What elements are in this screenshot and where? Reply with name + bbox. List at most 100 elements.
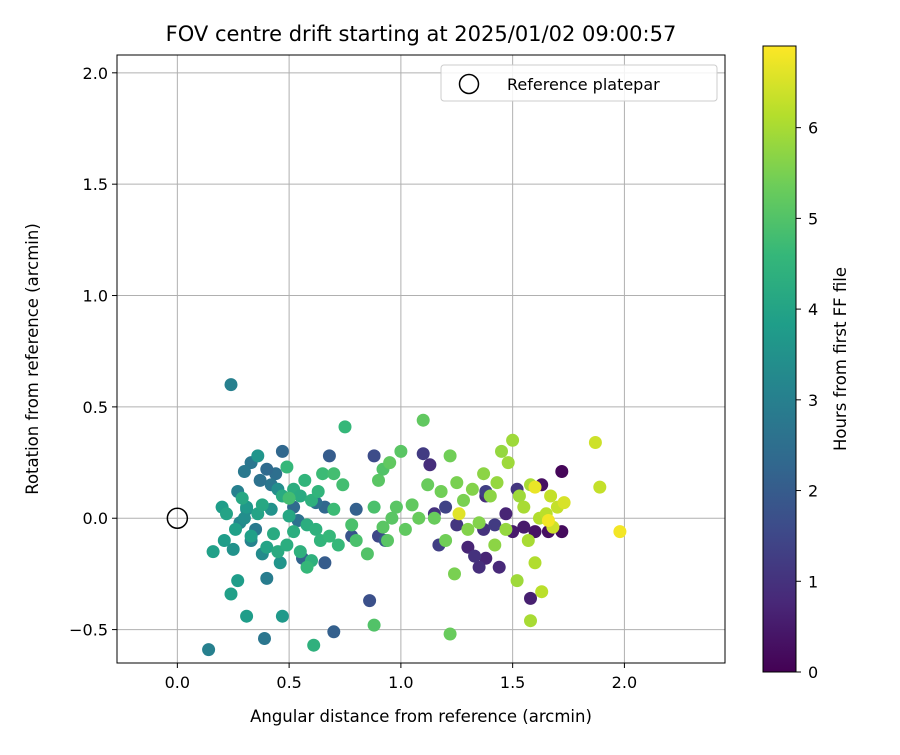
data-point (318, 556, 332, 570)
data-point (275, 444, 289, 458)
x-tick-label: 2.0 (612, 673, 637, 692)
data-point (528, 480, 542, 494)
data-point (280, 460, 294, 474)
x-tick-label: 1.5 (500, 673, 525, 692)
data-point (501, 456, 515, 470)
data-point (488, 538, 502, 552)
colorbar-label: Hours from first FF file (831, 267, 850, 451)
data-point (499, 522, 513, 536)
data-point (244, 529, 258, 543)
data-point (381, 534, 394, 547)
data-point (376, 520, 390, 534)
data-point (360, 547, 374, 561)
data-point (237, 511, 251, 525)
legend-label: Reference platepar (507, 75, 660, 94)
data-point (298, 473, 312, 487)
data-point (293, 489, 307, 503)
grid-lines (117, 55, 725, 663)
data-point (416, 413, 430, 427)
y-tick-label: 2.0 (83, 64, 108, 83)
data-point (345, 518, 359, 532)
data-point (235, 491, 249, 505)
data-point (229, 522, 242, 536)
data-point (524, 614, 537, 628)
data-point (240, 609, 254, 623)
data-point (385, 511, 399, 525)
data-point (224, 378, 238, 392)
data-point (499, 507, 513, 521)
colorbar: 0 1 2 3 4 5 6 Hours from first FF file (762, 45, 850, 682)
data-point (367, 449, 381, 463)
legend-reference-marker (458, 73, 480, 95)
data-point (349, 502, 363, 516)
data-point (327, 502, 341, 516)
data-point (258, 632, 271, 645)
data-point (267, 527, 280, 541)
data-point (282, 509, 296, 523)
data-point (331, 538, 345, 552)
data-point (439, 534, 453, 547)
data-point (461, 522, 475, 536)
data-point (251, 449, 265, 463)
data-point (448, 567, 461, 581)
data-point (394, 444, 408, 458)
y-tick-label: 0.5 (83, 398, 108, 417)
legend: Reference platepar (440, 64, 718, 102)
data-point (383, 456, 397, 470)
data-point (443, 627, 457, 641)
data-point (544, 489, 558, 503)
data-point (535, 585, 549, 599)
data-point (439, 500, 453, 514)
x-axis-ticks: 0.0 0.5 1.0 1.5 2.0 (165, 663, 637, 692)
y-axis-ticks: −0.5 0.0 0.5 1.0 1.5 2.0 (69, 64, 117, 640)
data-point (217, 534, 231, 547)
data-point (305, 493, 318, 507)
y-tick-label: 1.0 (83, 287, 108, 306)
data-point (452, 507, 466, 521)
data-point (311, 485, 325, 498)
colorbar-gradient (762, 45, 797, 673)
data-point (492, 560, 506, 574)
data-point (517, 520, 531, 534)
data-point (450, 476, 464, 490)
data-point (293, 545, 307, 559)
x-tick-label: 0.0 (165, 673, 190, 692)
y-axis-label: Rotation from reference (arcmin) (23, 223, 42, 495)
data-point (363, 594, 377, 608)
data-point (405, 498, 419, 512)
data-point (273, 556, 287, 570)
data-point (423, 458, 437, 472)
data-point (443, 449, 457, 463)
data-point (206, 545, 220, 559)
data-point (307, 638, 321, 652)
x-tick-label: 1.0 (388, 673, 413, 692)
colorbar-ticks: 0 1 2 3 4 5 6 (796, 119, 818, 682)
data-point (327, 467, 341, 481)
colorbar-tick-label: 1 (808, 572, 818, 591)
data-point (521, 534, 535, 547)
data-point (555, 465, 569, 478)
data-point (477, 467, 491, 481)
data-point (287, 525, 301, 539)
data-point (336, 478, 350, 492)
data-point (588, 436, 602, 449)
data-point (461, 540, 475, 554)
data-point (472, 516, 486, 530)
data-points (202, 378, 627, 657)
data-point (260, 462, 274, 476)
data-point (260, 540, 274, 554)
data-point (367, 618, 381, 632)
data-point (510, 574, 524, 588)
data-point (367, 500, 381, 514)
data-point (327, 625, 341, 639)
data-point (472, 560, 486, 574)
data-point (541, 514, 555, 527)
data-point (322, 529, 336, 543)
x-tick-label: 0.5 (276, 673, 301, 692)
y-tick-label: −0.5 (69, 621, 108, 640)
data-point (524, 591, 537, 605)
data-point (338, 420, 352, 434)
data-point (488, 518, 502, 532)
plot-frame (116, 54, 726, 664)
